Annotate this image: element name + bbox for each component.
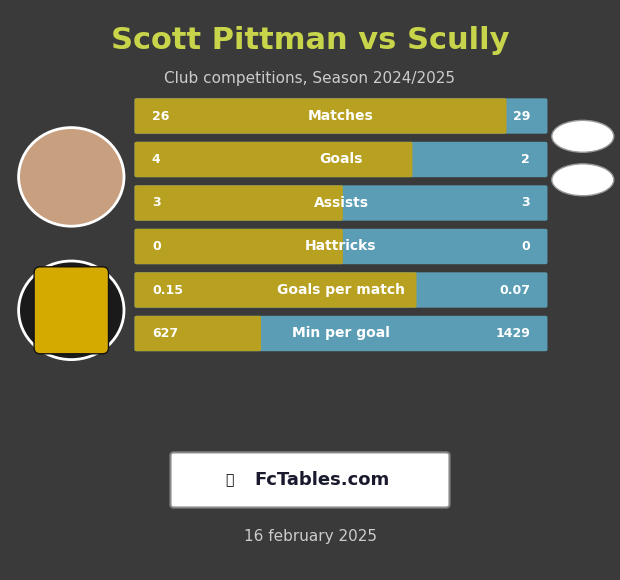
Text: 627: 627 xyxy=(152,327,178,340)
Text: 4: 4 xyxy=(152,153,161,166)
FancyBboxPatch shape xyxy=(135,316,261,351)
Text: 0: 0 xyxy=(152,240,161,253)
FancyBboxPatch shape xyxy=(135,229,547,264)
Text: Assists: Assists xyxy=(314,196,368,210)
FancyBboxPatch shape xyxy=(135,142,547,177)
FancyBboxPatch shape xyxy=(135,98,507,133)
Text: 3: 3 xyxy=(521,197,530,209)
Text: Goals per match: Goals per match xyxy=(277,283,405,297)
Text: Matches: Matches xyxy=(308,109,374,123)
FancyBboxPatch shape xyxy=(135,142,412,177)
Text: 26: 26 xyxy=(152,110,169,122)
Text: 0.07: 0.07 xyxy=(499,284,530,296)
Ellipse shape xyxy=(552,121,614,152)
Text: Scott Pittman vs Scully: Scott Pittman vs Scully xyxy=(111,26,509,55)
Text: Goals: Goals xyxy=(319,153,363,166)
FancyBboxPatch shape xyxy=(135,273,417,307)
Text: FcTables.com: FcTables.com xyxy=(255,471,390,489)
FancyBboxPatch shape xyxy=(135,316,547,351)
FancyBboxPatch shape xyxy=(135,185,343,220)
Text: Club competitions, Season 2024/2025: Club competitions, Season 2024/2025 xyxy=(164,71,456,86)
Text: 29: 29 xyxy=(513,110,530,122)
Text: 2: 2 xyxy=(521,153,530,166)
Text: Min per goal: Min per goal xyxy=(292,327,390,340)
Text: 0.15: 0.15 xyxy=(152,284,183,296)
Circle shape xyxy=(19,128,124,226)
Text: 📊: 📊 xyxy=(225,473,234,487)
Text: 16 february 2025: 16 february 2025 xyxy=(244,529,376,544)
Text: Hattricks: Hattricks xyxy=(305,240,377,253)
Text: 3: 3 xyxy=(152,197,161,209)
FancyBboxPatch shape xyxy=(135,185,547,220)
Ellipse shape xyxy=(552,164,614,196)
Circle shape xyxy=(19,261,124,360)
Text: 0: 0 xyxy=(521,240,530,253)
FancyBboxPatch shape xyxy=(34,267,108,354)
FancyBboxPatch shape xyxy=(135,273,547,307)
FancyBboxPatch shape xyxy=(135,98,547,133)
FancyBboxPatch shape xyxy=(170,452,450,508)
FancyBboxPatch shape xyxy=(135,229,343,264)
Text: 1429: 1429 xyxy=(495,327,530,340)
